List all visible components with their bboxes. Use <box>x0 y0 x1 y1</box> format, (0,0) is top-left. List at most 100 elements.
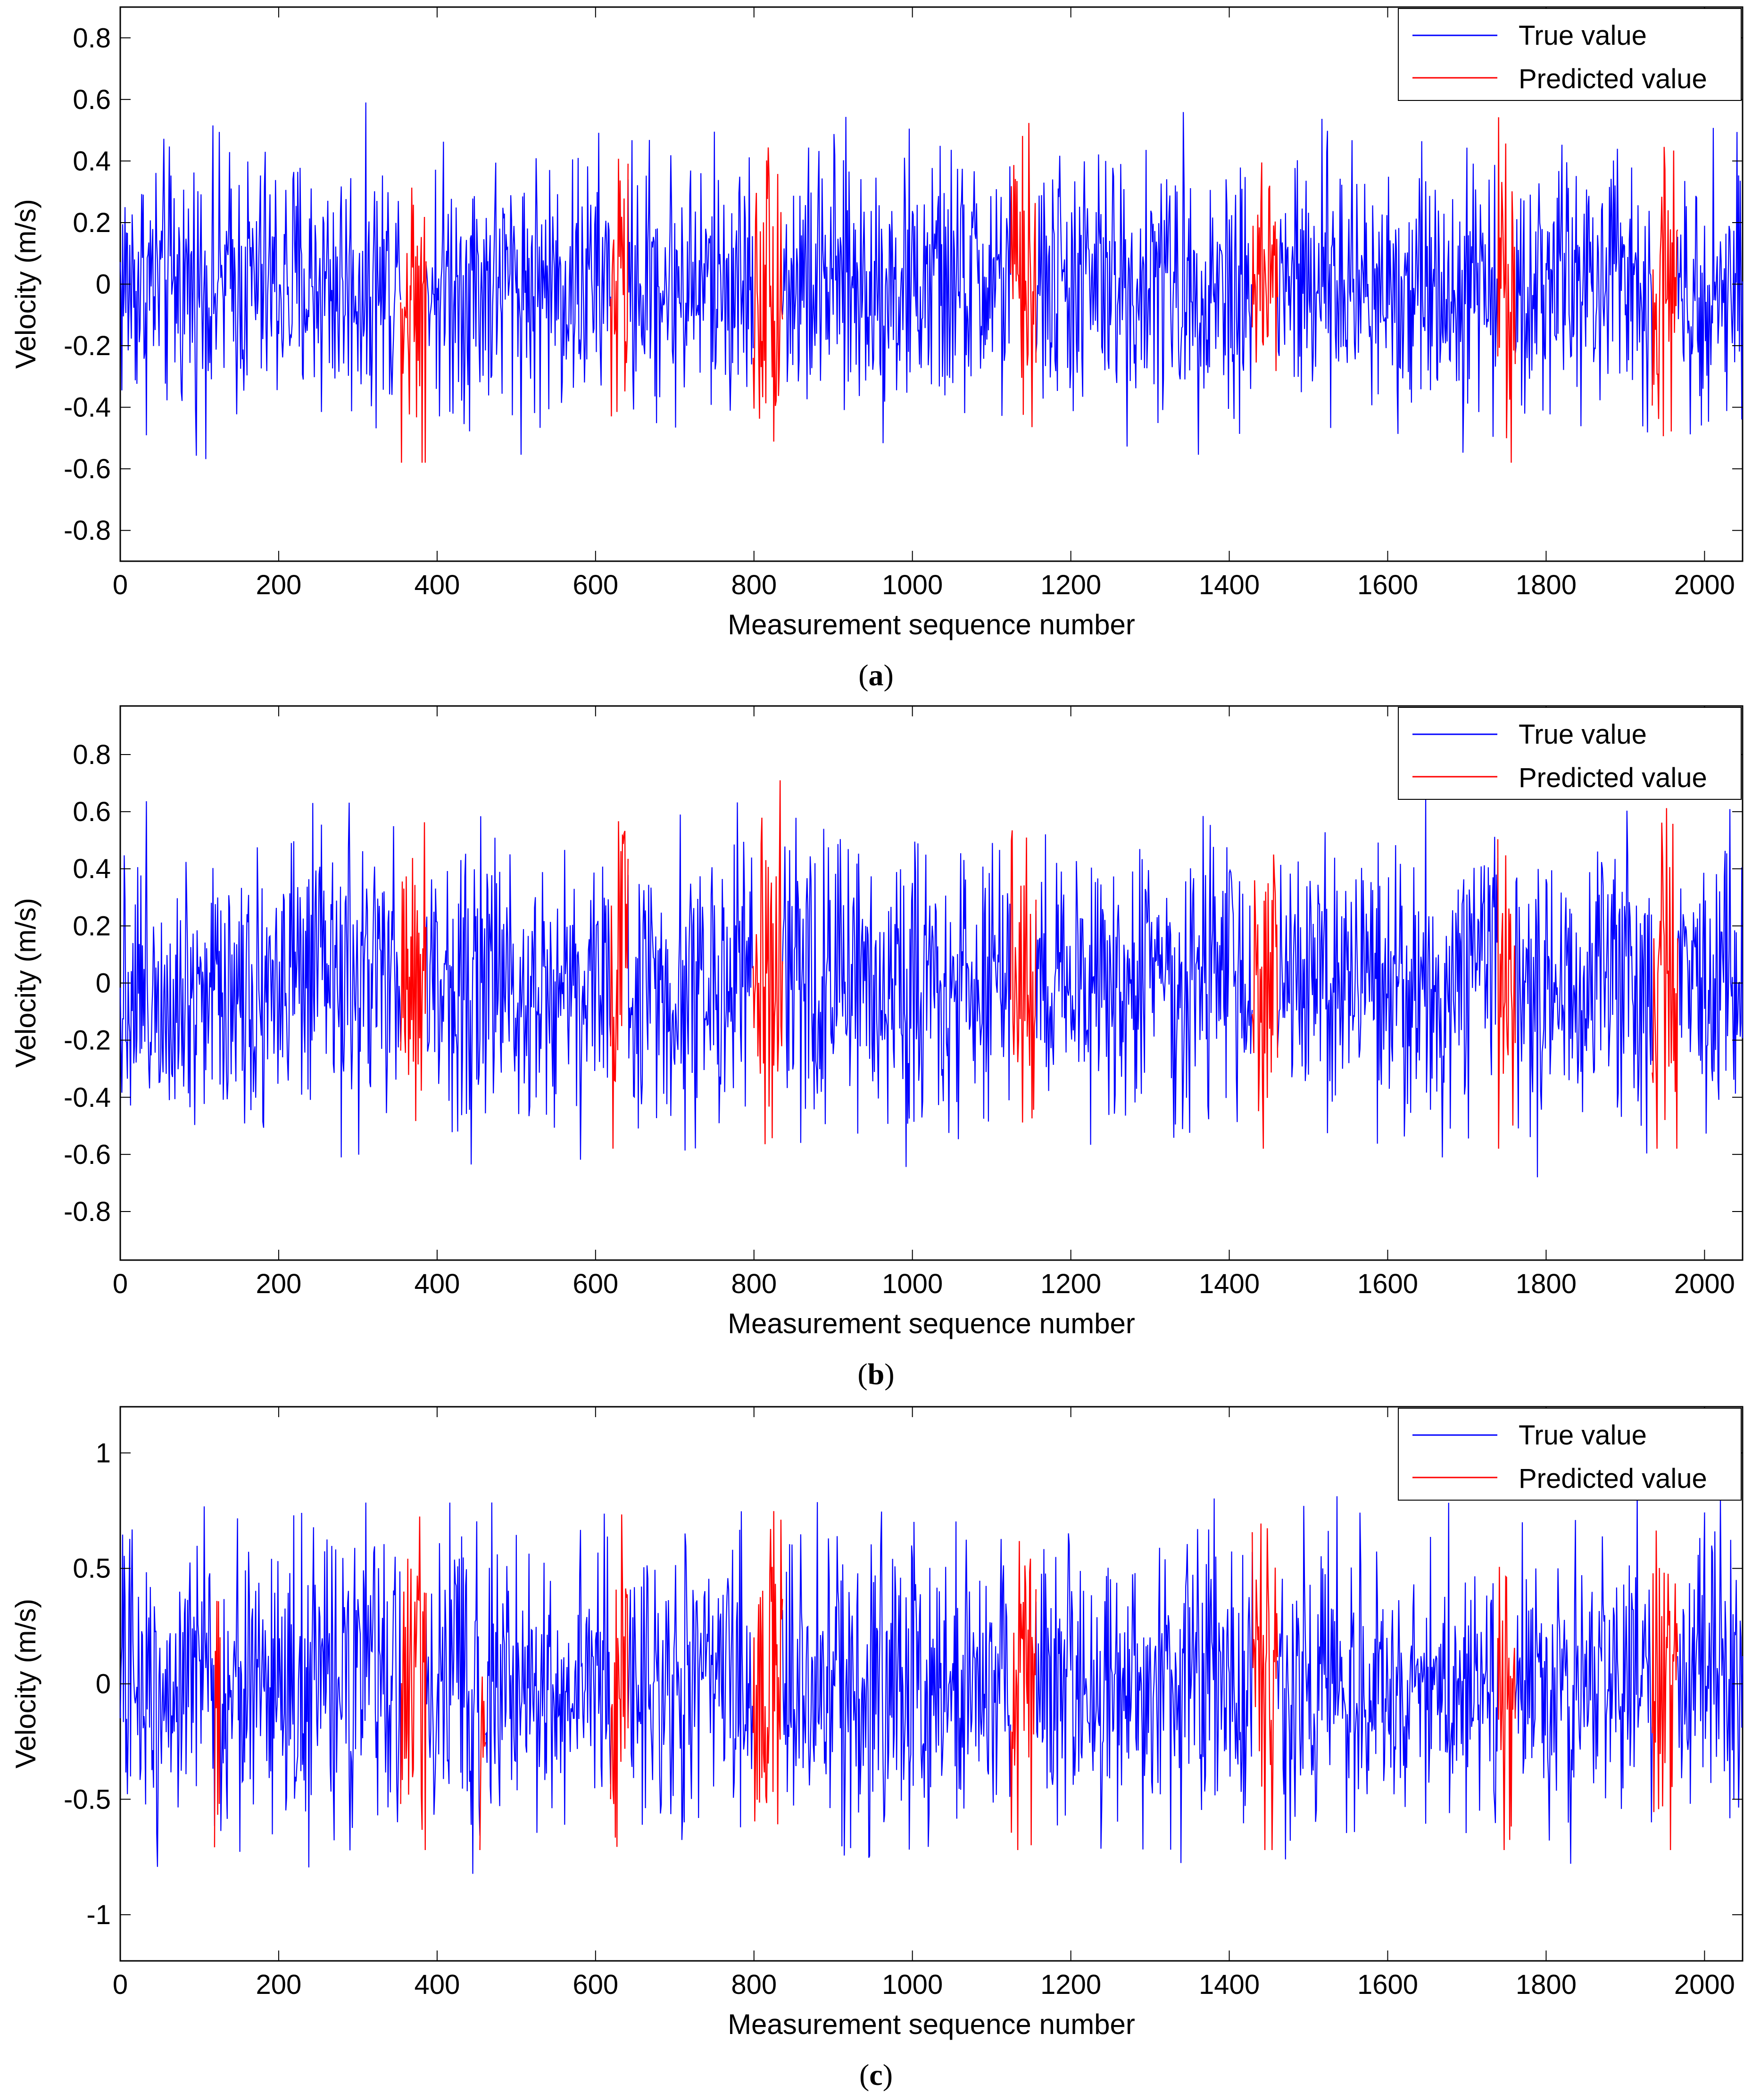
predicted-value-segment <box>752 780 783 1145</box>
true-value-line <box>119 794 1744 1178</box>
x-tick-label: 1000 <box>882 1969 943 2000</box>
y-tick-label: -0.2 <box>64 331 111 361</box>
predicted-value-segment <box>1252 1523 1279 1851</box>
chart-a-svg: 0 200 400 600 800 1000 1200 1400 1600 1800 2000 -0… <box>10 6 1744 640</box>
chart-c-svg: 0 200 400 600 800 1000 1200 1400 1600 1800 2000 -1… <box>10 1406 1744 2040</box>
x-tick-label: 1600 <box>1357 1969 1418 2000</box>
legend-box <box>1398 707 1742 800</box>
x-tick-label: 0 <box>113 1269 128 1299</box>
predicted-value-segment <box>1010 123 1037 427</box>
x-tick-label: 1600 <box>1357 1269 1418 1299</box>
y-tick-label: -0.6 <box>64 454 111 484</box>
y-tick-label: 0 <box>96 968 111 999</box>
x-axis-label: Measurement sequence number <box>728 1308 1135 1339</box>
predicted-value-series <box>400 780 1678 1149</box>
y-tick-label: -0.2 <box>64 1025 111 1056</box>
y-axis-label: Velocity (m/s) <box>10 1599 42 1768</box>
y-tick-label: 0 <box>96 1669 111 1700</box>
y-tick-label: 0.8 <box>73 739 111 770</box>
x-tick-label: 1800 <box>1516 1269 1577 1299</box>
legend-true-label: True value <box>1519 719 1647 750</box>
y-tick-label: 0.2 <box>73 208 111 238</box>
y-tick-label: -0.8 <box>64 1196 111 1227</box>
x-tick-label: 200 <box>256 1969 302 2000</box>
predicted-value-segment <box>1497 1567 1516 1851</box>
x-tick-label: 600 <box>573 1969 618 2000</box>
legend: True value Predicted value <box>1398 707 1742 800</box>
legend-pred-label: Predicted value <box>1519 1463 1707 1494</box>
predicted-value-segment <box>1252 854 1279 1149</box>
x-tick-label: 1200 <box>1040 1969 1101 2000</box>
predicted-value-segment <box>1497 117 1516 463</box>
legend-pred-label: Predicted value <box>1519 64 1707 94</box>
y-tick-label: 0 <box>96 269 111 300</box>
x-tick-label: 1400 <box>1199 1969 1260 2000</box>
y-tick-label: -0.8 <box>64 515 111 546</box>
x-axis-ticks: 0 200 400 600 800 1000 1200 1400 1600 1800 2000 <box>113 1407 1735 2000</box>
x-tick-label: 1200 <box>1040 1269 1101 1299</box>
x-tick-label: 2000 <box>1674 1269 1735 1299</box>
x-tick-label: 800 <box>731 1269 777 1299</box>
x-tick-label: 1600 <box>1357 570 1418 600</box>
x-tick-label: 400 <box>414 1969 460 2000</box>
x-tick-label: 800 <box>731 570 777 600</box>
caption-letter: a <box>868 658 884 692</box>
legend: True value Predicted value <box>1398 1408 1742 1501</box>
x-axis-ticks: 0 200 400 600 800 1000 1200 1400 1600 1800 2000 <box>113 706 1735 1299</box>
y-tick-label: 0.2 <box>73 911 111 941</box>
predicted-value-series <box>214 1511 1678 1851</box>
chart-panel-c: 0 200 400 600 800 1000 1200 1400 1600 1800 2000 -1… <box>0 1400 1752 2100</box>
y-tick-label: 0.4 <box>73 146 111 176</box>
y-tick-label: -0.4 <box>64 1082 111 1113</box>
x-tick-label: 2000 <box>1674 1969 1735 2000</box>
x-tick-label: 1800 <box>1516 1969 1577 2000</box>
predicted-value-segment <box>1652 147 1678 437</box>
y-tick-label: 0.8 <box>73 23 111 53</box>
y-tick-label: -0.4 <box>64 392 111 423</box>
predicted-value-segment <box>400 187 427 463</box>
x-tick-label: 600 <box>573 570 618 600</box>
legend-box <box>1398 1408 1742 1501</box>
caption-b: (b) <box>857 1357 895 1391</box>
predicted-value-segment <box>752 147 783 442</box>
chart-panel-b: 0 200 400 600 800 1000 1200 1400 1600 1800 2000 -0… <box>0 699 1752 1402</box>
true-value-line <box>119 102 1744 459</box>
legend-true-label: True value <box>1519 20 1647 51</box>
caption-letter: c <box>869 2058 883 2092</box>
true-value-series <box>119 794 1744 1178</box>
predicted-value-segment <box>610 1514 629 1847</box>
predicted-value-segment <box>400 1516 427 1851</box>
x-tick-label: 400 <box>414 1269 460 1299</box>
legend-box <box>1398 8 1742 101</box>
predicted-value-segment <box>610 158 629 416</box>
y-tick-label: 1 <box>96 1438 111 1469</box>
x-axis-label: Measurement sequence number <box>728 609 1135 640</box>
y-axis-label: Velocity (m/s) <box>10 898 42 1068</box>
x-tick-label: 1400 <box>1199 1269 1260 1299</box>
predicted-value-segment <box>214 1601 221 1848</box>
x-tick-label: 200 <box>256 1269 302 1299</box>
caption-letter: b <box>867 1357 885 1391</box>
y-tick-label: 0.6 <box>73 797 111 827</box>
predicted-value-segment <box>1497 839 1516 1149</box>
predicted-value-segment <box>752 1511 783 1825</box>
predicted-value-segment <box>610 821 629 1149</box>
y-tick-label: 0.6 <box>73 84 111 115</box>
predicted-value-segment <box>1252 162 1279 371</box>
predicted-value-segment <box>479 1677 486 1851</box>
y-axis-ticks: -1 -0.5 0 0.5 1 <box>64 1438 1743 1930</box>
predicted-value-segment <box>1010 1541 1037 1851</box>
chart-panel-a: 0 200 400 600 800 1000 1200 1400 1600 1800 2000 -0… <box>0 0 1752 703</box>
y-axis-ticks: -0.8 -0.6 -0.4 -0.2 0 0.2 0.4 0.6 0.8 <box>64 739 1743 1227</box>
true-value-series <box>119 102 1744 459</box>
predicted-value-segment <box>1010 830 1037 1123</box>
y-tick-label: 0.4 <box>73 854 111 884</box>
x-tick-label: 1400 <box>1199 570 1260 600</box>
y-tick-label: -1 <box>86 1900 111 1930</box>
predicted-value-segment <box>1652 808 1678 1149</box>
caption-a: (a) <box>858 658 894 692</box>
x-tick-label: 400 <box>414 570 460 600</box>
caption-c: (c) <box>859 2058 893 2092</box>
legend-pred-label: Predicted value <box>1519 763 1707 793</box>
x-tick-label: 1200 <box>1040 570 1101 600</box>
